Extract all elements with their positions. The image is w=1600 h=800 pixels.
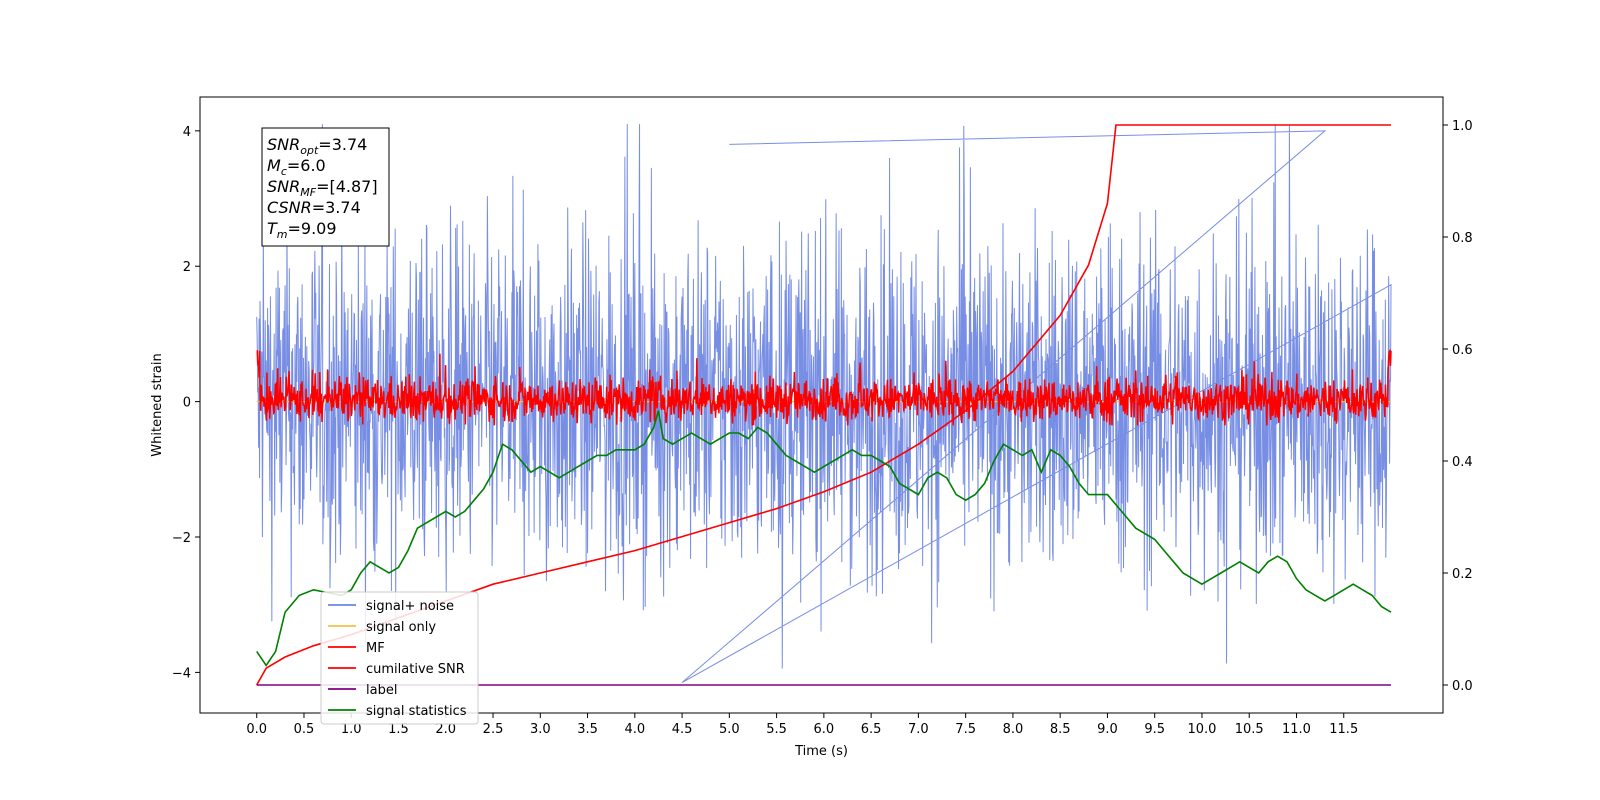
series-signal-statistics-line bbox=[256, 410, 1392, 667]
y-right-tick-label: 0.4 bbox=[1452, 455, 1473, 470]
x-tick-label: 0.0 bbox=[246, 722, 267, 737]
x-tick-label: 9.5 bbox=[1144, 722, 1165, 737]
x-tick-label: 11.5 bbox=[1329, 722, 1358, 737]
y-left-tick-label: 4 bbox=[183, 125, 191, 140]
x-tick-label: 8.5 bbox=[1050, 722, 1071, 737]
x-tick-label: 4.5 bbox=[672, 722, 693, 737]
x-tick-label: 7.0 bbox=[908, 722, 929, 737]
x-tick-label: 11.0 bbox=[1282, 722, 1311, 737]
x-tick-label: 6.5 bbox=[861, 722, 882, 737]
legend-entry-label: cumilative SNR bbox=[366, 662, 465, 677]
y-axis-label-left: Whitened strain bbox=[150, 353, 165, 456]
x-tick-label: 5.0 bbox=[719, 722, 740, 737]
y-left-tick-label: 2 bbox=[183, 260, 191, 275]
series-signal-noise-line bbox=[256, 124, 1392, 683]
x-tick-label: 6.0 bbox=[814, 722, 835, 737]
x-tick-label: 10.5 bbox=[1235, 722, 1264, 737]
x-tick-label: 3.0 bbox=[530, 722, 551, 737]
x-tick-label: 4.0 bbox=[624, 722, 645, 737]
y-left-tick-label: −2 bbox=[172, 531, 191, 546]
legend-entry-label: signal+ noise bbox=[366, 599, 454, 614]
legend: signal+ noise signal only MF cumilative SNR… bbox=[320, 591, 479, 725]
y-right-tick-label: 0.6 bbox=[1452, 343, 1473, 358]
y-left-tick-label: 0 bbox=[183, 396, 191, 411]
legend-entry-label: MF bbox=[366, 641, 385, 656]
x-tick-label: 2.0 bbox=[435, 722, 456, 737]
x-axis-label: Time (s) bbox=[794, 744, 848, 759]
y-left-tick-label: −4 bbox=[172, 666, 191, 681]
y-right-tick-label: 0.8 bbox=[1452, 231, 1473, 246]
y-right-tick-label: 1.0 bbox=[1452, 119, 1473, 134]
annotation-line: SNRopt=3.74 bbox=[267, 135, 367, 157]
annotation-box-frame bbox=[261, 127, 390, 247]
x-tick-label: 7.5 bbox=[955, 722, 976, 737]
y-right-tick-label: 0.2 bbox=[1452, 567, 1473, 582]
x-tick-label: 1.0 bbox=[341, 722, 362, 737]
x-tick-label: 5.5 bbox=[766, 722, 787, 737]
x-tick-label: 10.0 bbox=[1187, 722, 1216, 737]
series-mf-line bbox=[256, 348, 1392, 426]
annotation-line: SNRMF=[4.87] bbox=[267, 177, 378, 199]
x-tick-label: 0.5 bbox=[294, 722, 315, 737]
legend-entry-label: signal only bbox=[366, 620, 436, 635]
x-tick-label: 2.5 bbox=[483, 722, 504, 737]
legend-entry-label: label bbox=[366, 683, 397, 698]
legend-frame bbox=[320, 591, 479, 725]
plot-frame bbox=[199, 96, 1444, 714]
x-tick-label: 8.0 bbox=[1003, 722, 1024, 737]
annotation-line: CSNR=3.74 bbox=[267, 198, 361, 217]
x-tick-label: 1.5 bbox=[388, 722, 409, 737]
annotation-line: Mc=6.0 bbox=[267, 156, 326, 178]
legend-entry-label: signal statistics bbox=[366, 704, 467, 719]
axes: 0.0 0.5 1.0 1.5 2.0 2.5 3.0 3.5 4.0 4.5 5.0 5.5 6.0 6… bbox=[172, 96, 1473, 737]
annotation-line: Tm=9.09 bbox=[267, 219, 337, 241]
x-tick-label: 3.5 bbox=[577, 722, 598, 737]
x-tick-label: 9.0 bbox=[1097, 722, 1118, 737]
y-right-tick-label: 0.0 bbox=[1452, 679, 1473, 694]
